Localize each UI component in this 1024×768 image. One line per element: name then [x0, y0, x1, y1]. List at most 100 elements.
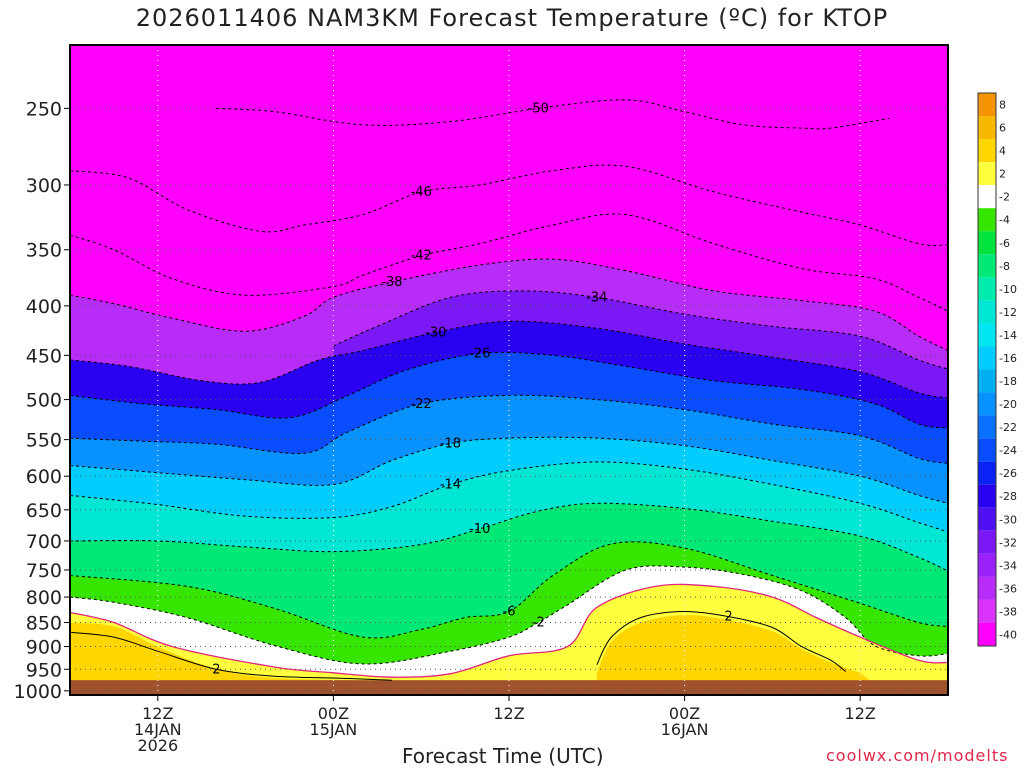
colorbar-label: -18: [999, 375, 1017, 388]
isotherm-line: [70, 541, 948, 639]
x-tick-label: 14JAN: [134, 720, 182, 739]
colorbar-label: -22: [999, 421, 1017, 434]
x-tick-label: 12Z: [845, 704, 876, 723]
isotherm-label: 2: [724, 610, 732, 625]
colorbar-segment: [978, 507, 996, 531]
y-tick-label: 400: [26, 296, 62, 318]
y-tick-label: 300: [26, 175, 62, 197]
x-tick-label: 00Z: [669, 704, 700, 723]
x-tick-label: 12Z: [142, 704, 173, 723]
isotherm-line: [70, 502, 948, 572]
colorbar-label: -2: [999, 191, 1010, 204]
colorbar-segment: [978, 576, 996, 600]
y-tick-label: 950: [26, 659, 62, 681]
x-tick-label: 15JAN: [310, 720, 358, 739]
isotherm-label: -34: [586, 290, 607, 305]
colorbar-segment: [978, 254, 996, 278]
y-tick-label: 500: [26, 390, 62, 412]
colorbar-label: -6: [999, 237, 1010, 250]
warm-region: [70, 622, 363, 685]
colorbar-label: -10: [999, 283, 1017, 296]
isotherm-line: [70, 631, 392, 681]
colorbar-segment: [978, 392, 996, 416]
y-tick-label: 600: [26, 466, 62, 488]
isotherm-label: 2: [212, 662, 220, 677]
isotherm-label: -50: [528, 101, 549, 116]
colorbar-segment: [978, 622, 996, 646]
colorbar-segment: [978, 461, 996, 485]
isotherm-line: [70, 583, 948, 678]
y-tick-label: 450: [26, 345, 62, 367]
colorbar-label: -4: [999, 214, 1010, 227]
colorbar-label: 8: [999, 99, 1006, 112]
colorbar-segment: [978, 93, 996, 117]
x-tick-label: 12Z: [493, 704, 524, 723]
colorbar-segment: [978, 323, 996, 347]
isotherm-line: [70, 320, 948, 399]
source-credit: coolwx.com/modelts: [826, 746, 1009, 765]
colorbar-label: -38: [999, 605, 1017, 618]
colorbar-segment: [978, 346, 996, 370]
isotherm-line: [70, 213, 948, 312]
isotherm-line: [70, 394, 948, 464]
colorbar-segment: [978, 599, 996, 623]
colorbar-label: -40: [999, 628, 1017, 641]
colorbar-label: 4: [999, 145, 1006, 158]
isotherm-line: [70, 461, 948, 533]
y-tick-label: 650: [26, 500, 62, 522]
y-tick-label: 550: [26, 430, 62, 452]
isotherm-label: -38: [381, 275, 402, 290]
chart-title: 2026011406 NAM3KM Forecast Temperature (…: [135, 4, 889, 32]
colorbar-label: -24: [999, 444, 1017, 457]
isotherm-line: [596, 610, 846, 672]
y-tick-label: 1000: [14, 681, 62, 703]
colorbar-label: -14: [999, 329, 1017, 342]
ground-surface: [70, 680, 948, 695]
colorbar-label: -34: [999, 559, 1017, 572]
colorbar-segment: [978, 530, 996, 554]
colorbar-segment: [978, 139, 996, 163]
isotherm-label: -30: [425, 325, 446, 340]
y-tick-label: 900: [26, 637, 62, 659]
isotherm-label: -26: [469, 346, 490, 361]
colorbar-label: -30: [999, 513, 1017, 526]
x-axis-label: Forecast Time (UTC): [402, 744, 604, 768]
colorbar-label: -32: [999, 536, 1017, 549]
colorbar-frame: [977, 92, 997, 647]
colorbar-label: 6: [999, 122, 1006, 135]
colorbar-label: -16: [999, 352, 1017, 365]
isotherm-line: [70, 351, 948, 429]
colorbar-segment: [978, 553, 996, 577]
x-tick-label: 00Z: [318, 704, 349, 723]
colorbar-segment: [978, 116, 996, 140]
colorbar-label: -26: [999, 467, 1017, 480]
colorbar-segment: [978, 369, 996, 393]
x-tick-label: 16JAN: [661, 720, 709, 739]
isotherm-line: [70, 565, 948, 665]
colorbar-label: -20: [999, 398, 1017, 411]
isotherm-line: [216, 99, 890, 130]
y-tick-label: 800: [26, 587, 62, 609]
isotherm-label: -2: [532, 616, 545, 631]
colorbar-label: -12: [999, 306, 1017, 319]
colorbar-label: -8: [999, 260, 1010, 273]
colorbar-segment: [978, 231, 996, 255]
y-tick-label: 250: [26, 98, 62, 120]
isotherm-label: -46: [411, 185, 432, 200]
colorbar-segment: [978, 415, 996, 439]
colorbar-label: 2: [999, 168, 1006, 181]
isotherm-label: -6: [503, 605, 516, 620]
x-tick-label: 2026: [137, 736, 178, 755]
isotherm-label: -42: [411, 249, 432, 264]
warm-region: [596, 615, 875, 685]
y-tick-label: 700: [26, 531, 62, 553]
colorbar-segment: [978, 300, 996, 324]
isotherm-label: -18: [440, 436, 461, 451]
colorbar-segment: [978, 162, 996, 186]
colorbar-segment: [978, 277, 996, 301]
colorbar-label: -36: [999, 582, 1017, 595]
isotherm-label: -22: [411, 397, 432, 412]
y-tick-label: 850: [26, 613, 62, 635]
y-tick-label: 750: [26, 560, 62, 582]
